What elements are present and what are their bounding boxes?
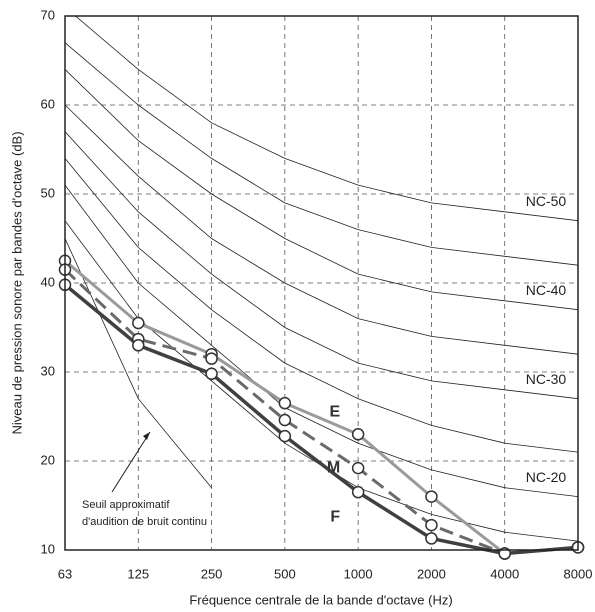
series-line [63,268,579,556]
marker [278,429,292,443]
nc-curve [65,131,578,400]
arrow-head [143,432,150,440]
marker [278,413,292,427]
x-tick-label: 500 [274,566,296,581]
annotation: d'audition de bruit continu [82,516,207,528]
series-line [63,283,579,556]
series-label: M [327,459,340,476]
y-tick-label: 30 [41,363,55,378]
series-line [64,259,579,556]
y-tick-label: 70 [41,7,55,22]
y-tick-label: 40 [41,274,55,289]
grid [65,15,578,551]
y-tick-label: 50 [41,185,55,200]
y-tick-label: 20 [41,452,55,467]
x-tick-label: 1000 [344,566,373,581]
marker [351,428,365,441]
nc-curve [74,16,578,222]
marker [498,547,511,560]
x-tick-label: 125 [127,566,149,581]
marker [425,490,438,503]
marker [205,352,218,365]
x-tick-label: 4000 [490,566,519,581]
plot-frame [64,15,579,551]
nc-curve [65,158,578,453]
marker [425,518,438,532]
y-tick-label: 60 [41,96,55,111]
nc-curve [65,184,578,497]
marker [425,532,438,545]
nc-curve [65,42,578,266]
marker [132,339,145,352]
nc-curve [65,104,578,355]
marker [351,461,365,475]
x-tick-label: 2000 [417,566,446,581]
nc-label: NC-30 [526,371,567,387]
x-tick-label: 250 [201,566,223,581]
x-tick-label: 8000 [564,566,593,581]
y-tick-label: 10 [41,541,55,556]
annotation: Seuil approximatif [82,499,170,511]
marker [205,367,218,381]
y-axis-title: Niveau de pression sonore par bandes d'o… [9,131,24,434]
series-label: E [329,403,340,420]
marks [58,254,585,560]
annotation-arrow [111,431,151,493]
marker [132,316,145,330]
marker [278,396,292,410]
series-label: F [330,508,340,525]
nc-label: NC-20 [526,469,567,485]
nc-label: NC-50 [526,193,567,209]
marker [351,485,365,499]
nc-curve [65,69,578,311]
x-axis-title: Fréquence centrale de la bande d'octave … [189,592,452,607]
x-tick-label: 63 [58,566,72,581]
nc-label: NC-40 [526,282,567,298]
